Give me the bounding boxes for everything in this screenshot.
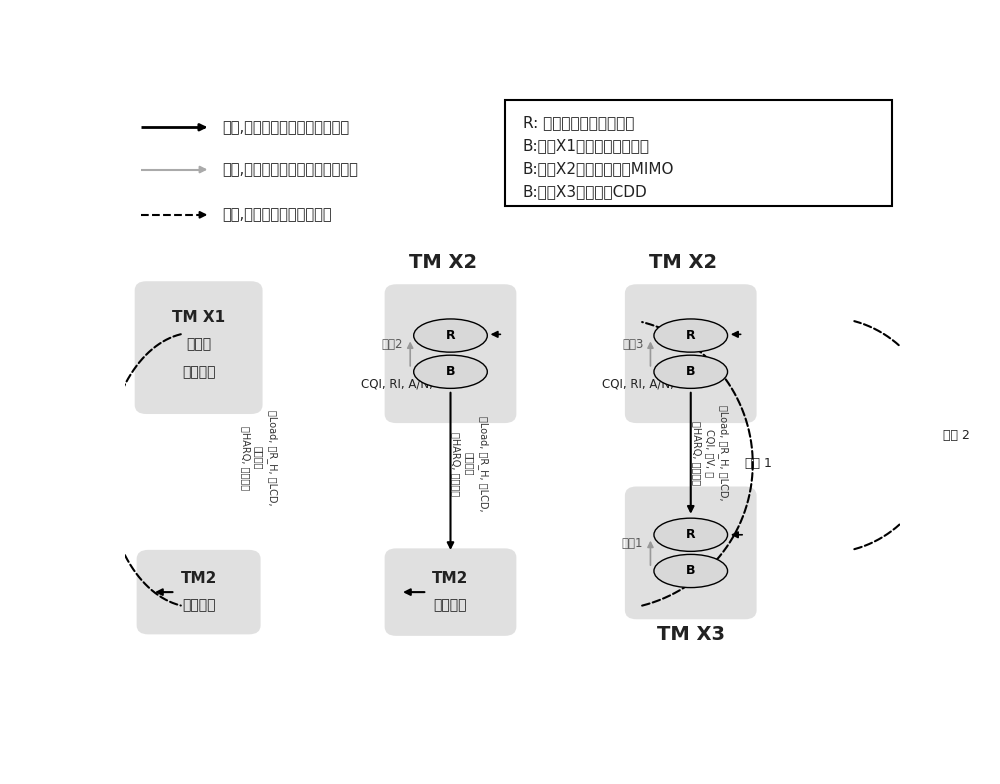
Text: TM X1: TM X1 (172, 310, 225, 325)
Text: CQI, RI, A/N, V: CQI, RI, A/N, V (361, 378, 445, 390)
FancyBboxPatch shape (135, 281, 263, 414)
Text: 低Load, 高R_H, 大LCD,
低终端级
低HARQ, 低终端级: 低Load, 高R_H, 大LCD, 低终端级 低HARQ, 低终端级 (451, 416, 489, 512)
FancyBboxPatch shape (625, 285, 757, 423)
Text: 低Load, 高R_H, 大LCD,
锁终端级
低HARQ, 高终端级: 低Load, 高R_H, 大LCD, 锁终端级 低HARQ, 高终端级 (240, 410, 278, 506)
Text: B: B (686, 365, 696, 378)
Text: B: B (686, 564, 696, 578)
Text: TM X3: TM X3 (657, 626, 725, 644)
Text: 发射分集: 发射分集 (182, 598, 215, 612)
Text: 非正交: 非正交 (186, 338, 211, 351)
Text: TM2: TM2 (432, 572, 469, 586)
Text: 步骤3: 步骤3 (622, 338, 643, 351)
Text: 步骤 2: 步骤 2 (943, 429, 970, 441)
Text: 低Load, 高R_H, 大LCD,
CQI, 低V, 低
低HARQ, 低终端级: 低Load, 高R_H, 大LCD, CQI, 低V, 低 低HARQ, 低终端… (691, 405, 729, 501)
FancyBboxPatch shape (625, 486, 757, 619)
Text: R: R (446, 329, 455, 342)
Text: TM X2: TM X2 (409, 253, 477, 272)
Text: B:模式X3－非正交CDD: B:模式X3－非正交CDD (523, 184, 647, 199)
Text: TM2: TM2 (180, 572, 217, 586)
FancyBboxPatch shape (385, 285, 516, 423)
Text: 发射分集: 发射分集 (182, 365, 215, 379)
Text: B:模式X1－非正交发射分集: B:模式X1－非正交发射分集 (523, 138, 650, 153)
Text: R: 回退模式（发射分集）: R: 回退模式（发射分集） (523, 115, 634, 130)
Text: 虚线,其他模切换到当前模式: 虚线,其他模切换到当前模式 (222, 207, 332, 223)
FancyBboxPatch shape (385, 548, 516, 636)
Ellipse shape (654, 355, 728, 388)
Ellipse shape (414, 355, 487, 388)
FancyBboxPatch shape (505, 100, 892, 205)
Text: 实线,是相应的黑色实线的实现步骤: 实线,是相应的黑色实线的实现步骤 (222, 162, 358, 177)
Text: CQI, RI, A/N, V: CQI, RI, A/N, V (602, 378, 685, 390)
Text: 步骤2: 步骤2 (382, 338, 403, 351)
Text: 步骤 1: 步骤 1 (745, 457, 772, 470)
Text: B:模式X2－非正交多流MIMO: B:模式X2－非正交多流MIMO (523, 161, 674, 176)
Ellipse shape (654, 319, 728, 352)
Ellipse shape (414, 319, 487, 352)
Ellipse shape (654, 518, 728, 551)
Ellipse shape (654, 554, 728, 587)
Text: TM X2: TM X2 (649, 253, 717, 272)
Text: R: R (686, 329, 696, 342)
FancyBboxPatch shape (137, 550, 261, 634)
Text: 实线,从当前模式切换到其他模式: 实线,从当前模式切换到其他模式 (222, 120, 349, 135)
Text: R: R (686, 528, 696, 541)
Text: B: B (446, 365, 455, 378)
Text: 发射分集: 发射分集 (434, 598, 467, 612)
Text: 步骤1: 步骤1 (622, 537, 643, 550)
